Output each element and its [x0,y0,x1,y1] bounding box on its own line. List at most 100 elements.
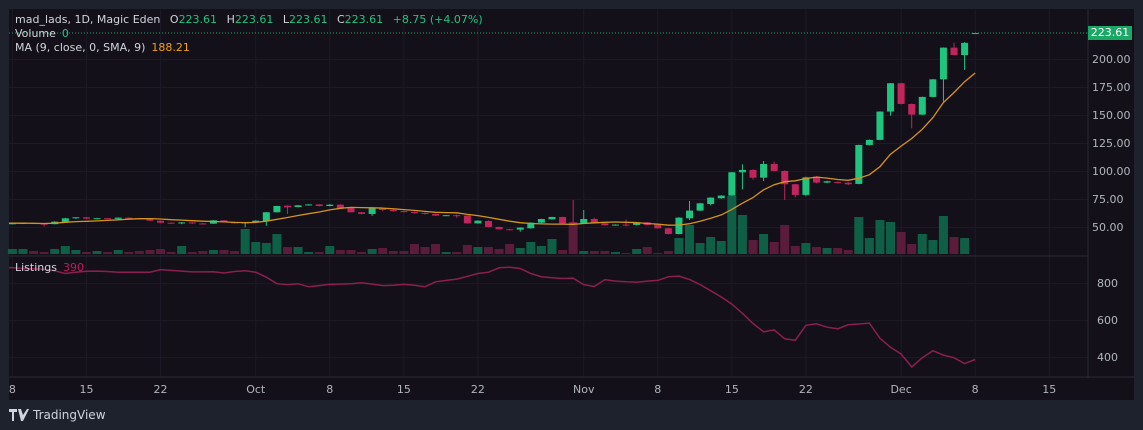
candle-body[interactable] [812,176,820,183]
candle-body[interactable] [167,222,175,224]
candle-body[interactable] [294,205,302,208]
candle-body[interactable] [823,181,831,183]
candle-body[interactable] [347,208,355,213]
candle-body[interactable] [834,181,842,183]
candle-body[interactable] [527,222,535,229]
volume-bar [515,248,525,254]
candle-body[interactable] [485,221,492,227]
candle-body[interactable] [548,216,556,220]
candle-body[interactable] [146,218,154,221]
candle-body[interactable] [104,218,112,220]
candle-body[interactable] [749,169,757,178]
candle-body[interactable] [802,177,810,195]
candle-body[interactable] [686,210,694,219]
volume-bar [113,250,123,254]
candle-body[interactable] [855,144,863,184]
candle-body[interactable] [157,220,165,223]
candle-body[interactable] [590,218,598,224]
candle-body[interactable] [40,223,48,225]
candle-body[interactable] [379,208,387,211]
volume-bar [938,216,948,254]
candle-body[interactable] [410,212,418,214]
candle-body[interactable] [696,203,704,211]
candle-body[interactable] [336,204,344,209]
candle-body[interactable] [770,163,778,171]
candle-body[interactable] [463,215,471,224]
candle-body[interactable] [358,212,366,214]
candle-body[interactable] [178,222,186,224]
time-tick-label: 15 [1042,383,1057,396]
candle-body[interactable] [559,216,567,224]
candle-body[interactable] [199,223,207,225]
listings-legend[interactable]: Listings 390 [15,261,84,275]
candle-body[interactable] [781,170,789,185]
candle-body[interactable] [252,220,260,223]
candle-body[interactable] [717,195,725,199]
volume-legend[interactable]: Volume 0 [15,27,69,41]
candle-body[interactable] [453,215,461,217]
candle-body[interactable] [580,218,588,224]
candle-body[interactable] [273,205,281,213]
volume-bar [50,249,60,254]
candle-body[interactable] [675,217,683,234]
candle-body[interactable] [400,211,408,213]
candle-body[interactable] [315,204,323,206]
candle-body[interactable] [929,79,937,97]
time-tick-label: 8 [326,383,334,396]
candle-body[interactable] [368,208,376,214]
candle-body[interactable] [82,217,90,219]
candle-body[interactable] [389,210,397,212]
candle-body[interactable] [516,227,524,230]
candle-body[interactable] [474,220,482,224]
candle-body[interactable] [442,215,450,217]
candle-body[interactable] [876,111,884,140]
candle-body[interactable] [908,103,916,115]
candle-body[interactable] [887,83,895,112]
candle-body[interactable] [72,217,80,219]
candle-body[interactable] [262,212,270,222]
candle-body[interactable] [738,169,746,173]
candle-body[interactable] [220,220,228,222]
candle-body[interactable] [506,229,514,231]
candle-body[interactable] [728,172,736,196]
volume-bar [917,234,927,254]
volume-bar [632,249,642,254]
tradingview-logo[interactable]: TradingView [9,408,106,422]
candle-body[interactable] [791,184,799,195]
candle-body[interactable] [114,217,122,219]
candle-body[interactable] [961,42,969,56]
price-tick-label: 50.00 [1092,220,1124,234]
candle-body[interactable] [918,96,926,115]
candle-body[interactable] [654,224,662,229]
candle-body[interactable] [664,228,672,234]
candle-body[interactable] [939,47,947,80]
candle-body[interactable] [61,218,69,222]
candle-body[interactable] [421,212,429,214]
candle-body[interactable] [897,83,905,104]
candle-body[interactable] [865,139,873,145]
candle-body[interactable] [326,204,334,206]
candle-body[interactable] [622,224,630,226]
candle-body[interactable] [707,197,715,204]
volume-bar [790,246,800,254]
candle-body[interactable] [93,218,101,220]
brand-name: TradingView [33,408,106,422]
candle-body[interactable] [432,213,440,216]
candle-body[interactable] [844,182,852,185]
symbol-title[interactable]: mad_lads, 1D, Magic Eden [15,13,161,26]
candle-body[interactable] [950,47,958,56]
candle-body[interactable] [611,224,619,226]
volume-bar [335,250,345,254]
candle-body[interactable] [760,163,768,178]
candle-body[interactable] [305,204,313,206]
candle-body[interactable] [569,222,577,224]
candle-body[interactable] [283,205,291,208]
candle-body[interactable] [125,217,133,219]
candle-body[interactable] [601,223,609,226]
candle-body[interactable] [633,222,641,225]
candle-body[interactable] [495,226,503,230]
candle-body[interactable] [188,222,196,224]
candle-body[interactable] [537,218,545,223]
ma-legend[interactable]: MA (9, close, 0, SMA, 9) 188.21 [15,41,190,55]
